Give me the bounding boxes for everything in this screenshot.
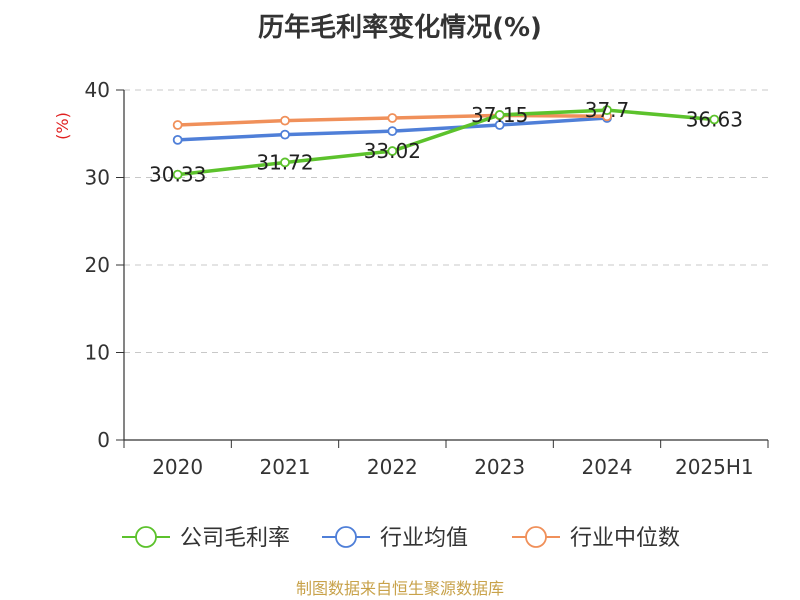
data-label: 31.72 [256, 150, 313, 174]
data-label: 37.7 [585, 98, 630, 122]
data-point-1 [280, 129, 290, 140]
data-point-1 [172, 134, 183, 145]
axis-layer: 0 10 20 30 40 2020 2021 2022 2023 2024 2025H1 [85, 78, 769, 479]
x-tick-label: 2025H1 [675, 455, 754, 479]
data-point-2 [280, 115, 290, 126]
legend-label: 公司毛利率 [180, 526, 290, 551]
x-tick-label: 2023 [474, 455, 525, 479]
data-label: 36.63 [686, 107, 743, 131]
y-tick-label: 40 [85, 78, 110, 102]
data-label: 33.02 [364, 139, 421, 163]
y-tick-label: 0 [97, 428, 110, 452]
x-tick-label: 2020 [152, 455, 203, 479]
x-tick-label: 2022 [367, 455, 418, 479]
data-point-0 [280, 157, 290, 168]
data-point-2 [387, 113, 398, 123]
data-label: 37.15 [471, 103, 528, 127]
data-point-2 [172, 120, 183, 130]
legend-marker-2 [525, 526, 547, 548]
data-point-0 [387, 146, 398, 156]
chart-title: 历年毛利率变化情况(%) [258, 12, 542, 43]
grid-layer [124, 89, 768, 353]
data-point-0 [172, 169, 183, 180]
source-note: 制图数据来自恒生聚源数据库 [296, 579, 504, 598]
data-point-1 [387, 126, 398, 137]
x-tick-label: 2021 [260, 455, 311, 479]
legend: 公司毛利率 行业均值 行业中位数 [122, 526, 680, 551]
y-tick-label: 10 [85, 341, 110, 365]
data-point-0 [709, 114, 720, 125]
data-point-1 [494, 120, 505, 130]
series-line-0 [177, 108, 715, 177]
legend-label: 行业均值 [380, 526, 468, 551]
data-label-layer: 30.33 31.72 33.02 37.15 37.7 36.63 [149, 98, 743, 186]
y-tick-label: 20 [85, 253, 110, 277]
legend-marker-1 [335, 526, 357, 548]
data-point-0 [602, 105, 612, 116]
legend-label: 行业中位数 [570, 526, 680, 551]
series-layer [172, 105, 720, 180]
data-label: 30.33 [149, 163, 206, 187]
data-point-0 [494, 110, 505, 120]
x-tick-label: 2024 [582, 455, 633, 479]
legend-marker-0 [135, 526, 157, 548]
y-tick-label: 30 [85, 166, 110, 190]
y-axis-label: (%) [53, 112, 72, 140]
